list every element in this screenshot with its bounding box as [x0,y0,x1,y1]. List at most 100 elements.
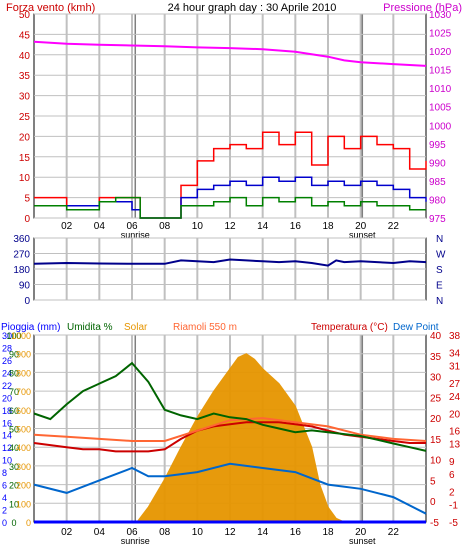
series-umidita [33,361,427,452]
series-pressure [33,40,427,67]
x-tick-label: 20 [355,221,367,232]
rain-tick-label: 14 [2,431,12,441]
legend-rain: Pioggia (mm) [1,322,60,333]
rain-tick-label: 30 [2,331,12,341]
fahrenheit-tick-label: -1 [449,501,458,512]
rain-tick-label: 24 [2,368,12,378]
humidity-tick-label: 20 [9,481,19,491]
legend-humidity: Umidita % [67,322,113,333]
x-tick-label: 16 [290,221,302,232]
y-tick-label-left: 25 [19,112,31,123]
solar-tick-label: 100 [16,499,31,509]
fahrenheit-tick-label: 31 [449,361,461,372]
fahrenheit-tick-label: 9 [449,457,455,468]
wind-direction-panel: 360 N 270 W 180 S 90 E 0 N [13,234,446,307]
temperature-tick-label: 25 [430,393,442,404]
y-tick-label-left: 40 [19,51,31,62]
y-tick-label-left: 20 [19,132,31,143]
humidity-tick-label: 10 [9,499,19,509]
rain-tick-label: 28 [2,343,12,353]
direction-tick-label: 0 [24,296,30,307]
rain-tick-label: 2 [2,506,7,516]
x-tick-label: 10 [192,221,204,232]
humidity-tick-label: 0 [11,518,16,528]
x-tick-label: 18 [322,221,334,232]
rain-tick-label: 16 [2,418,12,428]
legend-temperature: Temperatura (°C) [311,322,388,333]
compass-label: N [436,234,443,245]
y-tick-label-left: 5 [24,194,30,205]
rain-tick-label: 22 [2,381,12,391]
temperature-tick-label: 10 [430,456,442,467]
rain-tick-label: 18 [2,406,12,416]
x-tick-label: 08 [159,527,171,538]
x-tick-label: 14 [257,221,269,232]
fahrenheit-tick-label: 20 [449,409,461,420]
series-riamoli-550-m [33,417,427,442]
rain-tick-label: 26 [2,356,12,366]
x-tick-label: 06 [126,527,138,538]
solar-tick-label: 900 [16,350,31,360]
solar-tick-label: 300 [16,462,31,472]
chart-title: 24 hour graph day : 30 Aprile 2010 [168,2,337,14]
x-tick-label: 22 [388,221,400,232]
fahrenheit-tick-label: -5 [449,518,458,529]
x-tick-label: 08 [159,221,171,232]
x-tick-label: 12 [224,221,236,232]
rain-tick-label: 20 [2,393,12,403]
fahrenheit-tick-label: 2 [449,488,455,499]
rain-tick-label: 4 [2,493,7,503]
y-tick-label-left: 0 [24,214,30,225]
solar-tick-label: 200 [16,481,31,491]
fahrenheit-tick-label: 16 [449,427,461,438]
wind-pressure-series [33,40,427,219]
x-tick-label: 02 [61,527,73,538]
solar-tick-label: 500 [16,425,31,435]
humidity-tick-label: 50 [9,425,19,435]
x-tick-label: 04 [94,221,106,232]
temperature-tick-label: 0 [430,497,436,508]
temperature-tick-label: -5 [430,518,439,529]
sunset-label: sunset [349,230,376,240]
fahrenheit-tick-label: 24 [449,392,461,403]
y-tick-label-right: 1005 [429,103,452,114]
y-tick-label-right: 990 [429,158,446,169]
sunset-label: sunset [349,536,376,546]
wind-direction-series [33,258,427,267]
y-tick-label-right: 1010 [429,84,452,95]
humidity-tick-label: 40 [9,443,19,453]
rain-tick-label: 6 [2,481,7,491]
humidity-tick-label: 100 [6,331,21,341]
y-tick-label-left: 10 [19,173,31,184]
pressure-axis-title: Pressione (hPa) [383,2,462,14]
x-tick-label: 20 [355,527,367,538]
humidity-tick-label: 30 [9,462,19,472]
y-tick-label-left: 50 [19,10,31,21]
series-solar [34,353,426,523]
y-tick-label-right: 1020 [429,47,452,58]
y-tick-label-right: 995 [429,140,446,151]
compass-label: E [436,281,443,292]
rain-tick-label: 12 [2,443,12,453]
direction-tick-label: 180 [13,265,30,276]
direction-tick-label: 360 [13,234,30,245]
y-tick-label-right: 975 [429,214,446,225]
direction-tick-label: 270 [13,250,30,261]
solar-tick-label: 600 [16,406,31,416]
solar-tick-label: 1000 [11,331,31,341]
temperature-tick-label: 5 [430,476,436,487]
temperature-tick-label: 40 [430,331,442,342]
fahrenheit-tick-label: 6 [449,470,455,481]
solar-tick-label: 400 [16,443,31,453]
humidity-tick-label: 80 [9,368,19,378]
x-tick-label: 18 [322,527,334,538]
x-tick-label: 04 [94,527,106,538]
legend: Pioggia (mm) Umidita % Solar Riamoli 550… [1,322,439,333]
y-tick-label-right: 985 [429,177,446,188]
y-tick-label-right: 980 [429,195,446,206]
x-tick-label: 02 [61,221,73,232]
y-tick-label-right: 1030 [429,10,452,21]
y-tick-label-right: 1025 [429,29,452,40]
temperature-tick-label: 30 [430,373,442,384]
legend-dew-point: Dew Point [393,322,439,333]
